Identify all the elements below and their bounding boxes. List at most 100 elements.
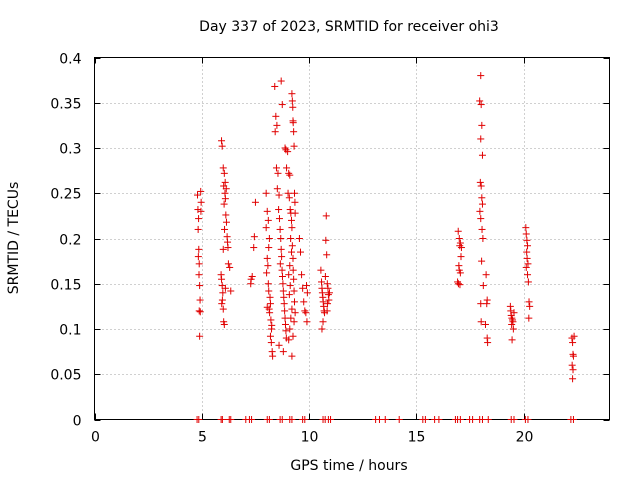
data-point: [265, 235, 273, 242]
data-point: [250, 244, 258, 252]
data-point: [287, 216, 295, 224]
data-point: [301, 307, 309, 315]
y-tick-label: 0.05: [50, 368, 81, 384]
data-point: [454, 227, 462, 235]
chart-title: Day 337 of 2023, SRMTID for receiver ohi…: [199, 19, 499, 35]
data-point: [262, 224, 270, 232]
data-point: [477, 300, 485, 308]
data-point: [218, 296, 226, 304]
y-tick-label: 0.3: [59, 142, 81, 158]
data-point: [281, 320, 289, 328]
data-point: [479, 235, 487, 242]
data-point: [275, 191, 283, 199]
data-point: [477, 318, 485, 326]
data-point: [285, 271, 293, 279]
data-point: [286, 325, 294, 333]
data-point: [219, 245, 227, 253]
data-point: [195, 215, 203, 223]
data-point: [303, 318, 311, 326]
data-point: [524, 271, 532, 279]
data-point: [262, 189, 270, 197]
data-point: [197, 187, 205, 195]
data-point: [274, 169, 282, 177]
data-point: [220, 169, 228, 177]
data-point: [524, 278, 532, 286]
data-point: [478, 121, 486, 129]
data-point: [282, 327, 290, 335]
y-tick-label: 0.35: [50, 97, 81, 113]
data-point: [456, 281, 464, 289]
data-point: [220, 200, 228, 208]
data-point: [289, 103, 297, 111]
data-point: [264, 280, 272, 288]
data-point: [510, 309, 518, 317]
data-point: [303, 282, 311, 290]
data-point: [323, 280, 331, 288]
data-point: [290, 298, 298, 306]
data-point: [318, 325, 326, 333]
data-point: [289, 119, 297, 127]
data-point: [290, 318, 298, 326]
data-point: [569, 339, 577, 347]
data-point: [568, 361, 576, 369]
data-point: [482, 271, 490, 279]
data-point: [278, 273, 286, 281]
data-point: [195, 307, 203, 315]
data-point: [265, 416, 273, 423]
data-point: [381, 416, 389, 423]
data-point: [282, 146, 290, 154]
data-point: [323, 307, 331, 315]
y-tick-label: 0.1: [59, 323, 81, 339]
data-point: [455, 235, 463, 242]
data-point: [526, 302, 534, 310]
data-point: [283, 164, 291, 172]
data-point: [524, 260, 532, 268]
data-point: [281, 144, 289, 152]
data-point: [288, 90, 296, 98]
data-point: [301, 416, 309, 423]
data-point: [263, 254, 271, 262]
data-point: [248, 273, 256, 281]
data-point: [195, 271, 203, 279]
data-points: [193, 72, 578, 423]
y-tick-label: 0.25: [50, 187, 81, 203]
data-point: [476, 97, 484, 105]
data-point: [197, 198, 205, 206]
data-point: [288, 305, 296, 313]
data-point: [454, 280, 462, 288]
y-tick-label: 0.15: [50, 278, 81, 294]
data-point: [247, 280, 255, 288]
x-tick-label: 10: [301, 430, 319, 446]
data-point: [319, 318, 327, 326]
data-point: [290, 287, 298, 295]
data-point: [219, 305, 227, 313]
data-point: [435, 416, 443, 423]
data-point: [524, 416, 532, 423]
axis-ticks: 0 5 10 15 20 0 0.05 0.1 0.15 0.2 0.25 0.3 0.35 0.4: [50, 52, 610, 446]
data-point: [483, 300, 491, 308]
data-point: [196, 308, 204, 316]
data-point: [266, 309, 274, 317]
data-point: [291, 209, 299, 217]
data-point: [285, 194, 293, 202]
data-point: [325, 296, 333, 304]
data-point: [264, 216, 272, 224]
data-point: [285, 291, 293, 299]
data-point: [289, 332, 297, 340]
data-point: [508, 336, 516, 344]
data-point: [227, 416, 235, 423]
data-point: [322, 236, 330, 244]
data-point: [280, 300, 288, 308]
data-point: [195, 245, 203, 253]
data-point: [302, 309, 310, 317]
data-point: [324, 284, 332, 292]
data-point: [277, 245, 285, 253]
data-point: [284, 148, 292, 156]
data-point: [476, 207, 484, 215]
data-point: [250, 233, 258, 241]
data-point: [273, 121, 281, 129]
data-point: [263, 269, 271, 277]
data-point: [456, 269, 464, 277]
data-point: [327, 416, 335, 423]
data-point: [286, 262, 294, 270]
